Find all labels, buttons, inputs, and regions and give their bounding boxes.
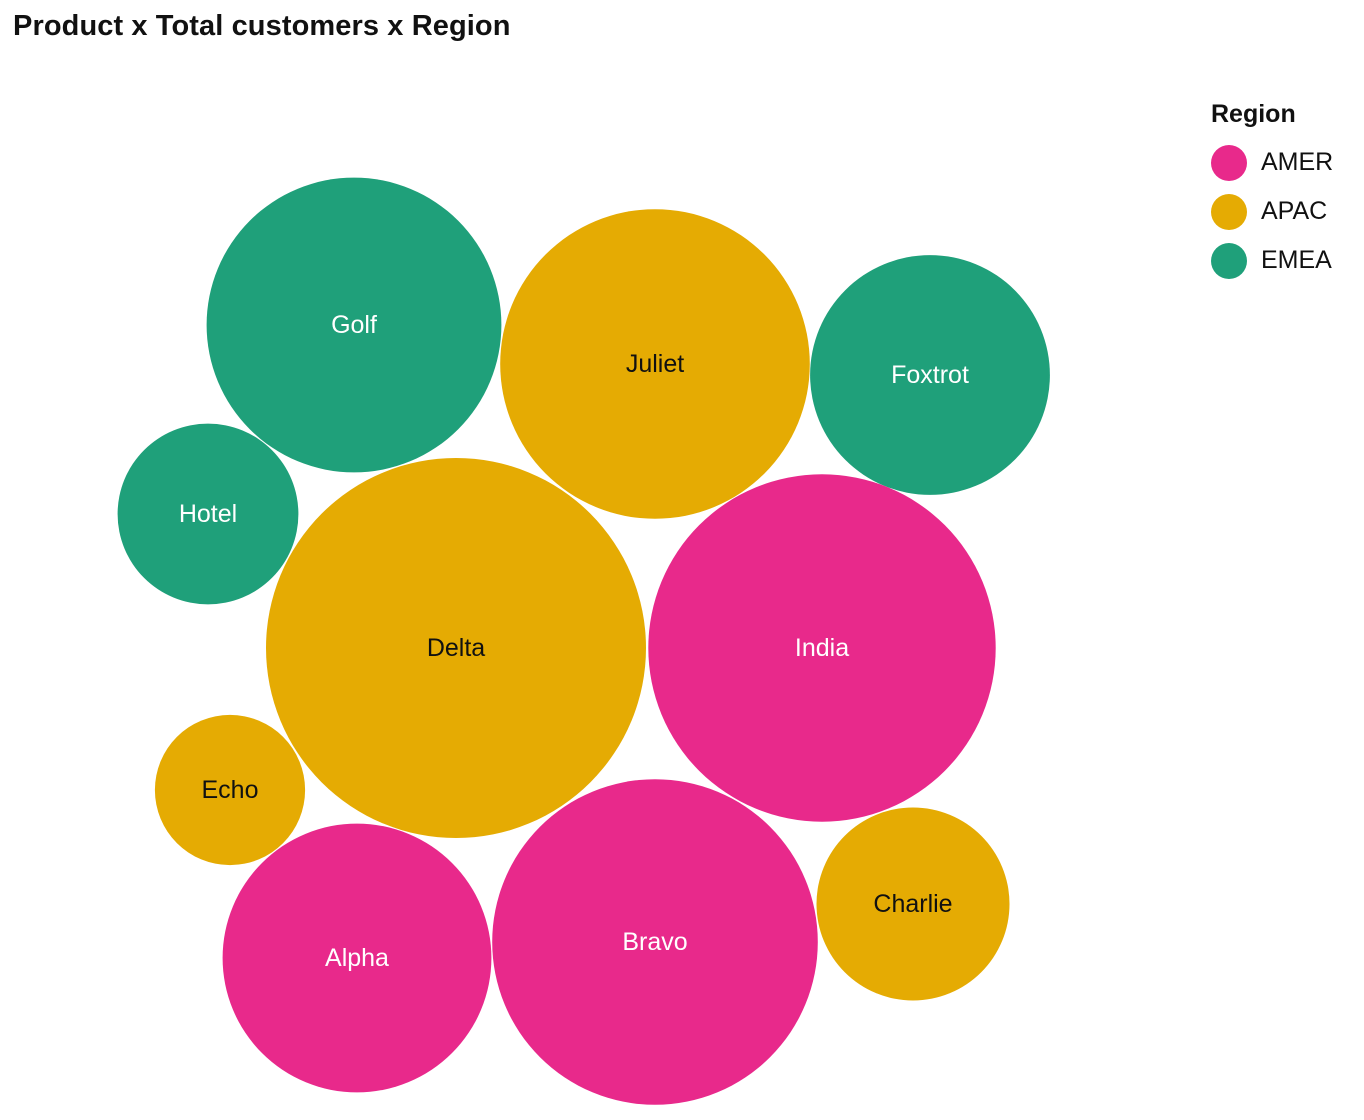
legend: Region AMER APAC EMEA (1211, 100, 1333, 285)
bubble-india[interactable] (648, 474, 996, 822)
bubble-label-india: India (795, 634, 849, 662)
chart-title: Product x Total customers x Region (13, 10, 511, 42)
legend-swatch-amer (1211, 144, 1247, 181)
bubble-label-bravo: Bravo (622, 928, 687, 956)
legend-label-emea: EMEA (1261, 246, 1332, 274)
bubble-label-echo: Echo (202, 776, 259, 804)
bubble-label-foxtrot: Foxtrot (891, 361, 969, 389)
bubble-alpha[interactable] (222, 823, 492, 1093)
legend-item-amer[interactable]: AMER (1211, 138, 1333, 187)
bubble-label-alpha: Alpha (325, 944, 389, 972)
legend-swatch-apac (1211, 193, 1247, 230)
bubble-label-delta: Delta (427, 634, 485, 662)
bubble-foxtrot[interactable] (810, 255, 1050, 495)
bubble-delta[interactable] (266, 458, 646, 838)
legend-label-amer: AMER (1261, 148, 1334, 176)
legend-item-apac[interactable]: APAC (1211, 187, 1333, 236)
bubble-bravo[interactable] (492, 779, 818, 1105)
bubble-label-juliet: Juliet (626, 350, 684, 378)
legend-item-emea[interactable]: EMEA (1211, 236, 1333, 285)
bubble-charlie[interactable] (816, 807, 1010, 1001)
bubble-golf[interactable] (206, 177, 502, 473)
legend-label-apac: APAC (1261, 197, 1328, 225)
legend-title: Region (1211, 100, 1296, 128)
bubble-label-golf: Golf (331, 311, 377, 339)
bubble-juliet[interactable] (500, 209, 810, 519)
bubble-label-hotel: Hotel (179, 500, 237, 528)
bubble-hotel[interactable] (117, 423, 299, 605)
legend-swatch-emea (1211, 242, 1247, 279)
bubble-echo[interactable] (154, 714, 306, 866)
bubble-label-charlie: Charlie (873, 890, 952, 918)
